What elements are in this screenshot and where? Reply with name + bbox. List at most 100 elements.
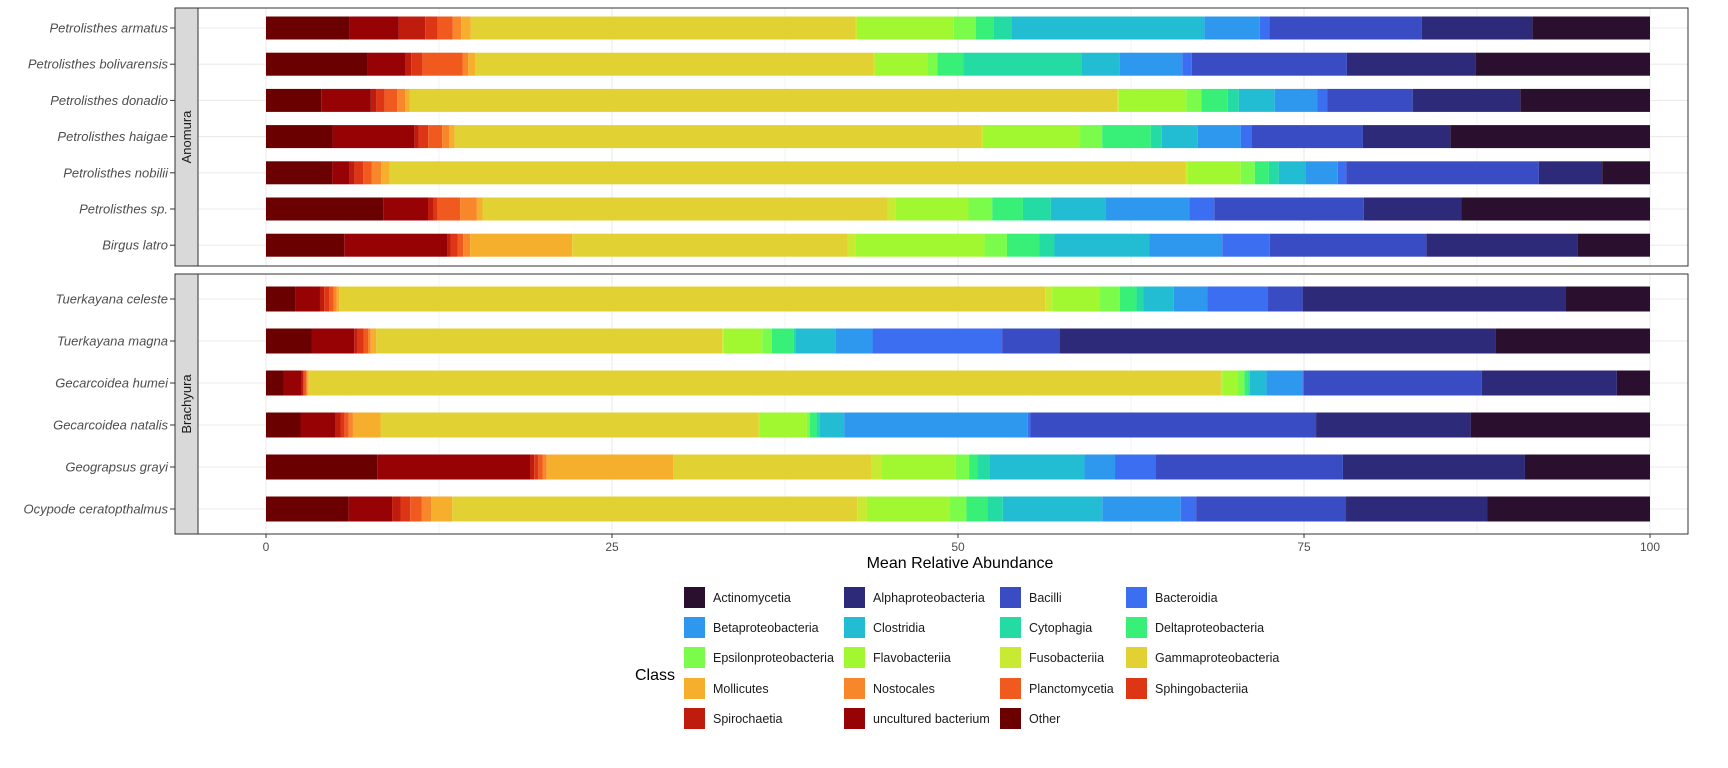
- bar-segment-gammaproteobacteria: [409, 88, 1118, 112]
- bar-segment-actinomycetia: [1524, 454, 1650, 480]
- legend-label: Bacteroidia: [1155, 591, 1218, 605]
- legend-swatch: [844, 617, 865, 638]
- bar-segment-fusobacteriia: [1045, 286, 1053, 312]
- bar-segment-uncultured-bacterium: [321, 88, 371, 112]
- bar-segment-betaproteobacteria: [844, 412, 1028, 438]
- bar-segment-epsilonproteobacteria: [1237, 370, 1245, 396]
- bar-segment-mollicutes: [431, 496, 453, 522]
- legend-item-cytophagia: Cytophagia: [1000, 617, 1092, 638]
- bar-segment-sphingobacteriia: [324, 286, 330, 312]
- legend-item-clostridia: Clostridia: [844, 617, 925, 638]
- legend-title: Class: [635, 667, 675, 684]
- bar-segment-flavobacteriia: [759, 412, 807, 438]
- legend-swatch: [1000, 678, 1021, 699]
- bar-segment-spirochaetia: [414, 125, 419, 149]
- legend-swatch: [844, 647, 865, 668]
- bar-segment-spirochaetia: [428, 197, 434, 221]
- bar-petrolisthes-sp: [198, 197, 1688, 221]
- bar-segment-deltaproteobacteria: [966, 496, 988, 522]
- legend-label: Actinomycetia: [713, 591, 791, 605]
- legend-item-fusobacteriia: Fusobacteriia: [1000, 647, 1104, 668]
- bar-segment-nostocales: [348, 412, 353, 438]
- bar-segment-cytophagia: [1136, 286, 1144, 312]
- bar-segment-planctomycetia: [363, 161, 372, 185]
- bar-segment-clostridia: [1002, 496, 1103, 522]
- bar-segment-clostridia: [1143, 286, 1174, 312]
- bar-segment-cytophagia: [1248, 370, 1250, 396]
- bar-segment-sphingobacteriia: [450, 233, 458, 257]
- bar-segment-deltaproteobacteria: [937, 52, 964, 76]
- bar-segment-nostocales: [463, 233, 471, 257]
- legend-item-bacteroidia: Bacteroidia: [1126, 587, 1218, 608]
- bar-segment-nostocales: [542, 454, 547, 480]
- legend-swatch: [684, 587, 705, 608]
- x-tick-label: 100: [1640, 540, 1660, 554]
- bar-segment-bacilli: [1030, 412, 1317, 438]
- bar-segment-uncultured-bacterium: [377, 454, 531, 480]
- bar-segment-other: [266, 88, 322, 112]
- bar-segment-actinomycetia: [1495, 328, 1650, 354]
- bar-segment-betaproteobacteria: [1274, 88, 1318, 112]
- bar-segment-alphaproteobacteria: [1363, 197, 1462, 221]
- bar-segment-bacilli: [1269, 16, 1422, 40]
- bar-segment-planctomycetia: [344, 412, 349, 438]
- bar-segment-clostridia: [1278, 161, 1306, 185]
- bar-segment-bacteroidia: [1115, 454, 1156, 480]
- bar-segment-actinomycetia: [1470, 412, 1650, 438]
- bar-segment-epsilonproteobacteria: [1080, 125, 1103, 149]
- bar-segment-flavobacteriia: [1052, 286, 1100, 312]
- bar-segment-spirochaetia: [319, 286, 325, 312]
- bar-segment-deltaproteobacteria: [1119, 286, 1137, 312]
- bar-segment-sphingobacteriia: [433, 197, 438, 221]
- bar-segment-mollicutes: [449, 125, 455, 149]
- bar-segment-bacteroidia: [1182, 52, 1192, 76]
- legend-swatch: [684, 617, 705, 638]
- bar-segment-nostocales: [368, 328, 371, 354]
- bar-segment-gammaproteobacteria: [308, 370, 1221, 396]
- bar-segment-bacteroidia: [1189, 197, 1215, 221]
- x-tick-label: 0: [263, 540, 270, 554]
- bar-segment-uncultured-bacterium: [295, 286, 320, 312]
- bar-segment-uncultured-bacterium: [332, 125, 415, 149]
- bar-segment-deltaproteobacteria: [1201, 88, 1228, 112]
- x-tick-label: 25: [605, 540, 619, 554]
- bar-segment-spirochaetia: [405, 52, 412, 76]
- bar-segment-planctomycetia: [457, 233, 464, 257]
- bar-segment-gammaproteobacteria: [482, 197, 888, 221]
- bar-segment-uncultured-bacterium: [300, 412, 335, 438]
- bar-segment-deltaproteobacteria: [992, 197, 1023, 221]
- bar-segment-bacilli: [1327, 88, 1413, 112]
- bar-segment-planctomycetia: [422, 52, 463, 76]
- bar-segment-cytophagia: [1022, 197, 1051, 221]
- bar-segment-mollicutes: [546, 454, 674, 480]
- bar-segment-epsilonproteobacteria: [1099, 286, 1120, 312]
- bar-segment-actinomycetia: [1461, 197, 1650, 221]
- legend-swatch: [844, 708, 865, 729]
- legend-swatch: [1126, 617, 1147, 638]
- bar-segment-mollicutes: [470, 233, 573, 257]
- bar-segment-planctomycetia: [363, 328, 369, 354]
- bar-segment-fusobacteriia: [857, 496, 867, 522]
- y-tick-label: Geograpsus grayi: [65, 460, 169, 475]
- legend-label: Deltaproteobacteria: [1155, 621, 1264, 635]
- bar-segment-uncultured-bacterium: [349, 16, 399, 40]
- legend-label: Epsilonproteobacteria: [713, 651, 834, 665]
- bar-segment-bacteroidia: [1027, 412, 1031, 438]
- bar-segment-alphaproteobacteria: [1481, 370, 1617, 396]
- legend-item-other: Other: [1000, 708, 1060, 729]
- bar-segment-gammaproteobacteria: [454, 125, 982, 149]
- bar-segment-gammaproteobacteria: [389, 161, 1186, 185]
- bar-segment-uncultured-bacterium: [311, 328, 355, 354]
- bar-segment-bacilli: [1268, 286, 1303, 312]
- legend-item-alphaproteobacteria: Alphaproteobacteria: [844, 587, 985, 608]
- bar-petrolisthes-nobilii: [198, 161, 1688, 185]
- bar-petrolisthes-bolivarensis: [198, 52, 1688, 76]
- bar-segment-bacteroidia: [1337, 161, 1347, 185]
- legend-swatch: [1000, 587, 1021, 608]
- panel-strip: [174, 273, 199, 535]
- bar-segment-bacteroidia: [1317, 88, 1328, 112]
- bar-segment-clostridia: [1054, 233, 1150, 257]
- legend-swatch: [684, 708, 705, 729]
- legend-label: Spirochaetia: [713, 712, 783, 726]
- bar-segment-other: [266, 370, 284, 396]
